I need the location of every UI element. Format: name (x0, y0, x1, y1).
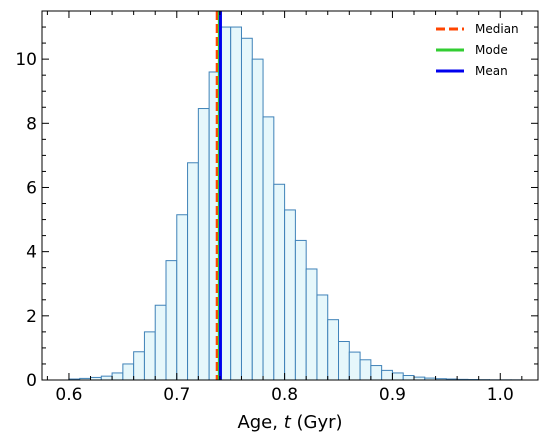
y-tick-label: 4 (26, 243, 37, 263)
histogram-bar (262, 116, 275, 381)
histogram-bar (154, 304, 167, 381)
x-tick-label: 1.0 (487, 385, 514, 405)
histogram-bar (251, 58, 264, 381)
histogram-bar (187, 162, 199, 381)
histogram-bar (273, 183, 286, 381)
y-tick-label: 10 (15, 50, 37, 70)
histogram-bar (230, 26, 242, 381)
histogram-bar (348, 351, 361, 381)
legend-label-mode: Mode (475, 43, 508, 57)
histogram-bar (402, 375, 415, 381)
histogram-bar (100, 375, 113, 381)
histogram-bars (68, 26, 523, 381)
x-axis-label: Age, t (Gyr) (237, 412, 342, 433)
plot-frame (41, 10, 539, 381)
histogram-bar (240, 37, 253, 381)
histogram-bar (165, 260, 178, 381)
y-tick-label: 6 (26, 178, 37, 198)
axis-ticks (42, 11, 538, 381)
x-tick-label: 0.8 (271, 385, 298, 405)
histogram-bar (294, 239, 307, 381)
legend-label-mean: Mean (475, 64, 508, 78)
histogram-bar (391, 372, 404, 381)
histogram-bar (133, 351, 145, 381)
statistic-lines (215, 11, 222, 380)
x-tick-label: 0.6 (55, 385, 82, 405)
histogram-bar (381, 369, 393, 381)
legend-label-median: Median (475, 22, 519, 36)
histogram-bar (122, 363, 135, 381)
histogram-bar (305, 268, 318, 381)
histogram-bar (327, 319, 340, 381)
histogram-bar (284, 209, 296, 381)
y-tick-label: 8 (26, 114, 37, 134)
x-tick-labels: 0.6 0.7 0.8 0.9 1.0 (55, 385, 513, 405)
histogram-bar (370, 365, 383, 381)
histogram-bar (143, 331, 156, 381)
y-tick-labels: 0 2 4 6 8 10 (15, 50, 37, 391)
histogram-bar (338, 340, 350, 381)
histogram-bar (316, 294, 329, 381)
x-tick-label: 0.9 (379, 385, 406, 405)
x-tick-label: 0.7 (163, 385, 190, 405)
y-tick-label: 2 (26, 307, 37, 327)
histogram-bar (359, 359, 372, 381)
histogram-bar (176, 214, 189, 381)
histogram-bar (111, 372, 124, 381)
legend: Median Mode Mean (436, 22, 519, 78)
histogram-bar (197, 108, 210, 381)
y-tick-label: 0 (26, 371, 37, 391)
